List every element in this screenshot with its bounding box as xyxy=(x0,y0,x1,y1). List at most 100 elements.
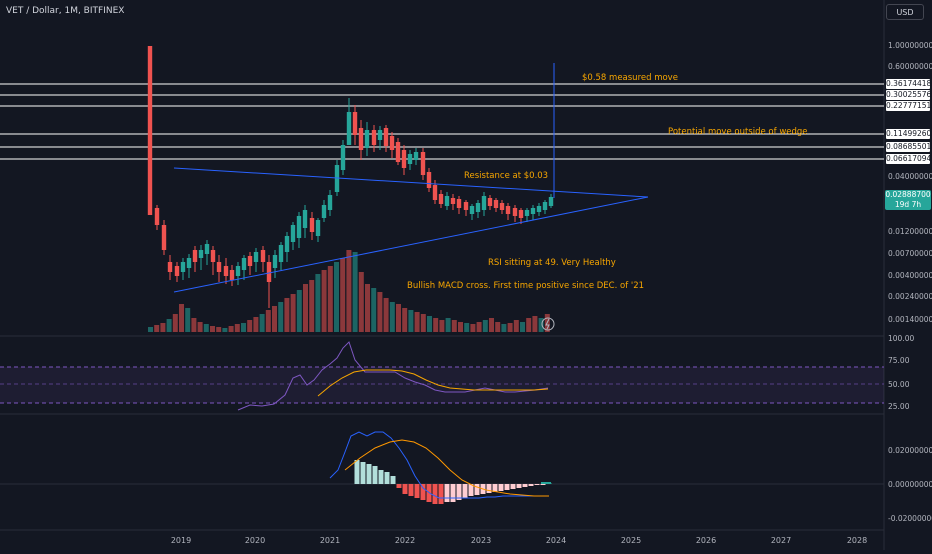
macd-histogram-bar xyxy=(408,484,414,496)
candle-body xyxy=(174,266,180,276)
candle-body xyxy=(444,196,450,206)
macd-histogram-bar xyxy=(462,484,468,498)
volume-bar xyxy=(346,250,352,332)
current-price-badge: 0.02888700 19d 7h xyxy=(885,190,931,210)
macd-histogram-bar xyxy=(504,484,510,490)
annotation-rsi-note[interactable]: RSI sitting at 49. Very Healthy xyxy=(488,258,616,268)
volume-bar xyxy=(414,312,420,332)
candle-body xyxy=(180,262,186,272)
currency-button[interactable]: USD xyxy=(886,4,924,20)
candle-body xyxy=(407,154,413,164)
volume-bar xyxy=(532,316,538,332)
time-axis-label: 2027 xyxy=(770,536,792,545)
time-axis-label: 2024 xyxy=(545,536,567,545)
candle-body xyxy=(284,236,290,252)
volume-bar xyxy=(526,318,532,332)
candle-body xyxy=(253,252,259,262)
volume-bar xyxy=(470,324,476,332)
volume-bar xyxy=(315,274,321,332)
macd-histogram-bar xyxy=(534,484,540,485)
volume-bar xyxy=(402,308,408,332)
candle-body xyxy=(327,195,333,210)
candle-body xyxy=(401,150,407,168)
volume-bar xyxy=(433,318,439,332)
volume-bar xyxy=(148,327,153,332)
candle-body xyxy=(426,172,432,188)
annotation-potential-move[interactable]: Potential move outside of wedge xyxy=(668,127,808,137)
volume-bar xyxy=(191,318,197,332)
volume-bar xyxy=(321,270,327,332)
level-price-label: 0.22777151 xyxy=(886,101,932,111)
annotation-measured-move[interactable]: $0.58 measured move xyxy=(582,73,678,83)
candle-body xyxy=(167,262,173,272)
candle-body xyxy=(161,225,167,250)
candle-body xyxy=(241,258,247,270)
candle-body xyxy=(296,216,302,238)
volume-bar xyxy=(228,326,234,332)
volume-bar xyxy=(507,323,513,332)
candle-body xyxy=(321,205,327,218)
candle-body xyxy=(352,112,358,135)
volume-bar xyxy=(296,290,302,332)
level-price-label: 0.36174418 xyxy=(886,79,932,89)
volume-bar xyxy=(222,328,228,332)
annotation-resistance[interactable]: Resistance at $0.03 xyxy=(464,171,549,181)
candle-body xyxy=(524,210,530,216)
candle-body xyxy=(377,130,383,140)
macd-axis-zero: 0.00000000 xyxy=(888,480,932,489)
volume-bar xyxy=(197,322,203,332)
volume-bar xyxy=(234,324,240,332)
wedge-lower-trendline xyxy=(173,196,649,293)
candle-body xyxy=(247,256,253,266)
price-axis-label: 0.00240000 xyxy=(888,292,932,301)
price-axis-label: 0.04000000 xyxy=(888,172,932,181)
volume-bar xyxy=(476,322,482,332)
candle-body xyxy=(493,200,499,208)
macd-line xyxy=(329,431,549,499)
time-axis-label: 2022 xyxy=(394,536,416,545)
volume-bar xyxy=(501,324,507,332)
candle-body xyxy=(210,250,216,262)
macd-histogram-bar xyxy=(474,484,480,495)
macd-histogram-bar xyxy=(486,484,492,493)
level-price-label: 0.11499260 xyxy=(886,129,932,139)
candle-body xyxy=(518,210,524,218)
volume-bar xyxy=(241,323,246,332)
macd-histogram-bar xyxy=(396,484,402,488)
volume-bar xyxy=(265,310,271,332)
volume-bar xyxy=(272,306,277,332)
macd-histogram-bar xyxy=(414,484,420,498)
candle-body xyxy=(548,197,554,206)
volume-bar xyxy=(160,323,166,332)
candle-body xyxy=(315,220,321,236)
volume-bar xyxy=(185,308,191,332)
macd-histogram-bar xyxy=(444,484,450,502)
macd-histogram-bar xyxy=(366,464,372,484)
macd-histogram-bar xyxy=(516,484,522,488)
rsi-axis-75: 75.00 xyxy=(888,356,910,365)
volume-bar xyxy=(303,284,308,332)
level-price-label: 0.30025576 xyxy=(886,90,932,100)
macd-histogram-bar xyxy=(390,476,396,484)
candle-body xyxy=(505,206,511,214)
volume-bar xyxy=(154,325,160,332)
volume-bar xyxy=(458,322,463,332)
time-axis-label: 2020 xyxy=(244,536,266,545)
price-axis-label: 0.00400000 xyxy=(888,271,932,280)
lightning-icon xyxy=(541,317,555,331)
rsi-axis-50: 50.00 xyxy=(888,380,910,389)
volume-bar xyxy=(253,317,259,332)
candle-body xyxy=(499,203,505,210)
price-axis-label: 0.60000000 xyxy=(888,62,932,71)
volume-bar xyxy=(489,318,494,332)
candle-body xyxy=(309,218,315,232)
candle-body xyxy=(469,206,475,214)
volume-bar xyxy=(513,320,519,332)
candle-body xyxy=(192,250,198,262)
candle-body xyxy=(475,203,481,212)
annotation-macd-note[interactable]: Bullish MACD cross. First time positive … xyxy=(407,281,645,291)
volume-bar xyxy=(179,304,184,332)
candle-body xyxy=(266,262,272,282)
